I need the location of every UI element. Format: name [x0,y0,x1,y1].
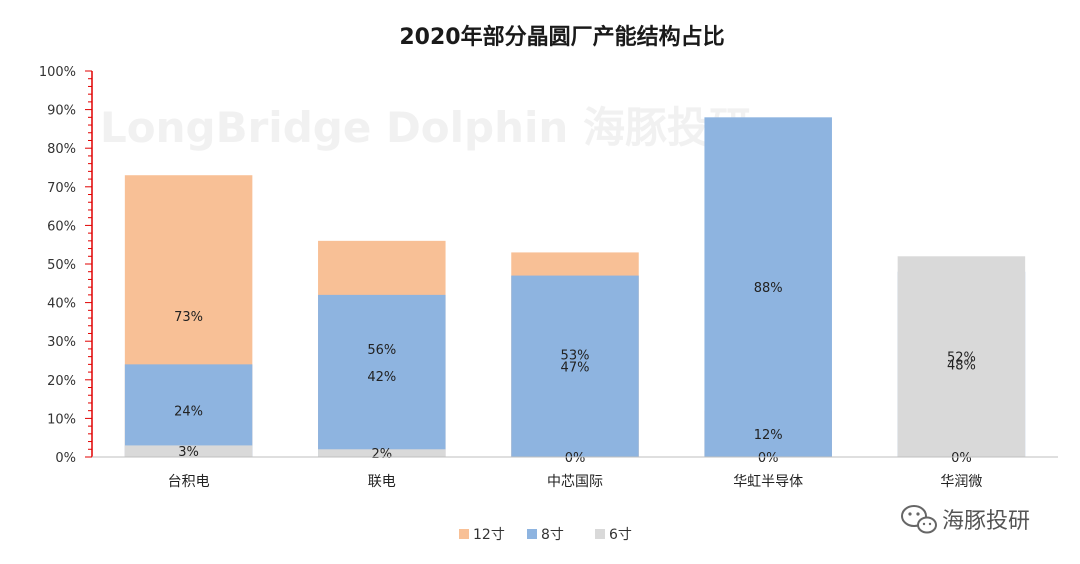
wechat-icon [901,505,937,534]
chart-title: 2020年部分晶圆厂产能结构占比 [399,24,724,50]
brand-mark: 海豚投研 [901,505,1030,534]
y-tick-label: 90% [47,104,76,119]
data-label-1-0: 56% [367,343,396,358]
category-label: 台积电 [168,474,210,490]
data-label-0-2: 3% [178,445,199,460]
y-tick-label: 30% [47,335,76,350]
legend-label-0: 12寸 [473,527,505,543]
y-tick-label: 50% [47,258,76,273]
y-tick-label: 10% [47,412,76,427]
data-label-1-1: 42% [367,370,396,385]
data-label-2-2: 0% [565,451,586,466]
data-label-3-0: 12% [754,428,783,443]
bar-1-1 [318,294,446,457]
data-label-4-1: 48% [947,358,976,373]
data-label-1-2: 2% [371,447,392,462]
watermark: LongBridge Dolphin 海豚投研 [100,103,751,152]
legend-label-1: 8寸 [541,527,564,543]
data-label-3-1: 88% [754,281,783,296]
legend-swatch-2 [595,529,605,539]
y-axis: 0% 10% 20% 30% 40% 50% 60% 70% 80% 90% 100% [39,65,93,466]
data-labels: 73% 24% 3% 56% 42% 2% 53%47% 0% 12% 88% 0% 0% 48%52% [174,281,976,466]
y-tick-label: 20% [47,374,76,389]
data-label-2-1: 47% [561,360,590,375]
bar-1-2 [318,449,446,457]
category-label: 联电 [368,474,396,490]
legend: 12寸 8寸 6寸 [459,527,632,543]
category-label: 华润微 [940,474,982,490]
category-axis: 台积电 联电 中芯国际 华虹半导体 华润微 [92,456,1058,490]
data-label-0-1: 24% [174,405,203,420]
bars [124,117,1026,457]
bar-0-2 [124,445,253,457]
bar-2-1 [511,275,639,457]
data-label-4-0: 0% [951,451,972,466]
bar-4-2 [897,256,1026,457]
y-tick-label: 80% [47,142,76,157]
data-label-3-2: 0% [758,451,779,466]
legend-swatch-1 [527,529,537,539]
legend-swatch-0 [459,529,469,539]
y-tick-label: 70% [47,181,76,196]
y-tick-label: 100% [39,65,76,80]
category-label: 中芯国际 [547,474,603,490]
legend-label-2: 6寸 [609,527,632,543]
y-tick-label: 0% [55,451,76,466]
data-label-0-0: 73% [174,310,203,325]
data-label-4-2: 52% [947,351,976,366]
category-label: 华虹半导体 [733,474,803,490]
bar-0-1 [124,364,253,457]
data-label-2-0: 53% [561,349,590,364]
brand-name: 海豚投研 [942,509,1030,534]
bar-3-1 [704,117,832,457]
y-tick-label: 40% [47,297,76,312]
y-tick-label: 60% [47,219,76,234]
